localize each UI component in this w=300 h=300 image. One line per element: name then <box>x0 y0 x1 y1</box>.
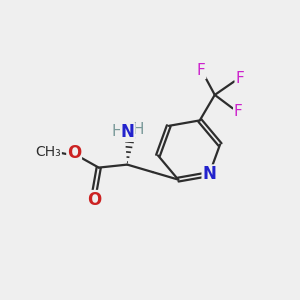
Text: H: H <box>112 124 123 139</box>
Text: O: O <box>87 191 101 209</box>
Text: N: N <box>202 165 216 183</box>
Text: F: F <box>235 71 244 86</box>
Text: O: O <box>67 144 81 162</box>
Text: H: H <box>133 122 144 137</box>
Text: N: N <box>121 123 135 141</box>
Text: CH₃: CH₃ <box>35 145 61 159</box>
Text: F: F <box>234 104 242 119</box>
Text: F: F <box>197 63 206 78</box>
